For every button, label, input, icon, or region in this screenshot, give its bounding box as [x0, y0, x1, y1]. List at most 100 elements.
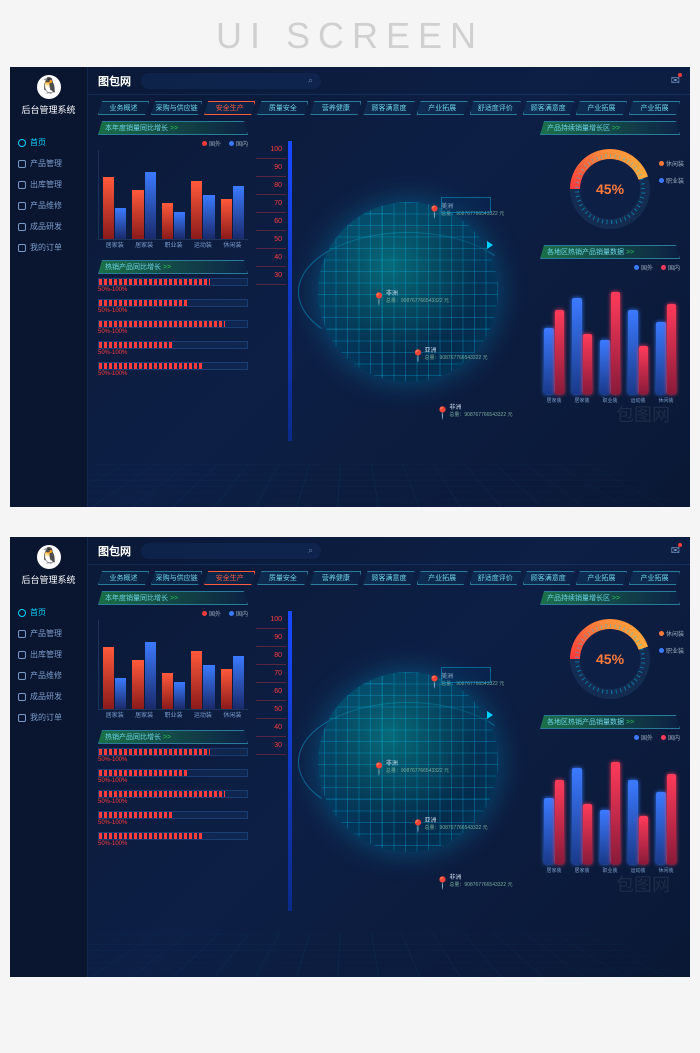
- brand: 图包网: [98, 73, 131, 89]
- vbar-group: 居家装: [572, 744, 592, 864]
- tab[interactable]: 产业拓展: [629, 571, 680, 585]
- vbar: [628, 780, 638, 864]
- progress-row: 50%-100%: [98, 320, 248, 335]
- legend-item: 国外: [202, 609, 221, 618]
- search-icon: ⌕: [308, 75, 313, 86]
- scale-tick: 70: [256, 665, 286, 683]
- mail-icon[interactable]: ✉: [671, 74, 680, 87]
- gauge-panel: 产品持续销量增长区 45% 休闲装职业装: [540, 591, 680, 709]
- bar: [103, 647, 114, 709]
- dashboard: 包图网 后台管理系统 首页产品管理出库管理产品维修成品研发我的订单 图包网 ⌕ …: [10, 67, 690, 507]
- gauge-chart: 45%: [570, 619, 650, 699]
- vbar: [656, 792, 666, 864]
- sidebar-item[interactable]: 出库管理: [10, 644, 87, 665]
- bar-label: 休闲装: [221, 710, 244, 719]
- nav-icon: [18, 630, 26, 638]
- tab[interactable]: 营养健康: [310, 101, 361, 115]
- tab[interactable]: 产业拓展: [576, 571, 627, 585]
- bar-group: 休闲装: [221, 150, 244, 239]
- sidebar-item[interactable]: 产品维修: [10, 195, 87, 216]
- sidebar-item[interactable]: 出库管理: [10, 174, 87, 195]
- search-input[interactable]: ⌕: [141, 543, 321, 559]
- tab[interactable]: 采购与供应链: [151, 571, 202, 585]
- vbar-label: 居家装: [544, 867, 564, 874]
- scale-tick: 90: [256, 629, 286, 647]
- tab[interactable]: 业务概述: [98, 101, 149, 115]
- tab[interactable]: 顾客满意度: [363, 571, 414, 585]
- tab[interactable]: 舒适度评价: [470, 101, 521, 115]
- tab[interactable]: 业务概述: [98, 571, 149, 585]
- nav-label: 产品管理: [30, 158, 62, 169]
- pin-label: 非洲总量：908767766543322 元: [449, 872, 512, 888]
- search-input[interactable]: ⌕: [141, 73, 321, 89]
- vbar: [639, 346, 649, 394]
- tab[interactable]: 安全生产: [204, 571, 255, 585]
- sidebar-item[interactable]: 产品管理: [10, 623, 87, 644]
- tab[interactable]: 顾客满意度: [363, 101, 414, 115]
- tab[interactable]: 采购与供应链: [151, 101, 202, 115]
- system-name: 后台管理系统: [10, 103, 87, 116]
- sidebar-nav: 首页产品管理出库管理产品维修成品研发我的订单: [10, 124, 87, 266]
- panel-title: 各地区热销产品销量数据: [540, 715, 680, 729]
- vbar-label: 职业装: [600, 397, 620, 404]
- scale-axis: 10090807060504030: [256, 141, 286, 441]
- progress-track: [98, 278, 248, 286]
- gauge-chart: 45%: [570, 149, 650, 229]
- page-header: UI SCREEN: [0, 0, 700, 62]
- progress-row: 50%-100%: [98, 811, 248, 826]
- main-area: 图包网 ⌕ ✉ 业务概述采购与供应链安全生产质量安全营养健康顾客满意度产业拓展舒…: [88, 537, 690, 977]
- sidebar-item[interactable]: 产品管理: [10, 153, 87, 174]
- sidebar-item[interactable]: 产品维修: [10, 665, 87, 686]
- scale-tick: 30: [256, 267, 286, 285]
- progress-track: [98, 769, 248, 777]
- sidebar-item[interactable]: 成品研发: [10, 216, 87, 237]
- legend-item: 国内: [661, 263, 680, 272]
- vbar-group: 职业装: [600, 274, 620, 394]
- vbar: [628, 310, 638, 394]
- bar: [174, 682, 185, 709]
- vbar: [555, 780, 565, 864]
- vbar-chart: 居家装居家装职业装运动装休闲装: [540, 744, 680, 864]
- legend-item: 国内: [229, 139, 248, 148]
- tab[interactable]: 质量安全: [257, 571, 308, 585]
- topbar: 图包网 ⌕ ✉: [88, 67, 690, 95]
- tab[interactable]: 产业拓展: [417, 571, 468, 585]
- tab[interactable]: 质量安全: [257, 101, 308, 115]
- bar-legend: 国外国内: [98, 609, 248, 618]
- tab[interactable]: 产业拓展: [629, 101, 680, 115]
- globe-panel: 10090807060504030 📍美洲总量：908767766543322 …: [256, 121, 532, 501]
- bar-group: 休闲装: [221, 620, 244, 709]
- sidebar-item[interactable]: 我的订单: [10, 707, 87, 728]
- tab[interactable]: 顾客满意度: [523, 571, 574, 585]
- legend-item: 国外: [634, 733, 653, 742]
- pin-label: 亚洲总量：908767766543322 元: [425, 345, 488, 361]
- vbar: [656, 322, 666, 394]
- tab-bar: 业务概述采购与供应链安全生产质量安全营养健康顾客满意度产业拓展舒适度评价顾客满意…: [88, 95, 690, 121]
- progress-panel: 热销产品同比增长 50%-100%50%-100%50%-100%50%-100…: [98, 260, 248, 383]
- nav-label: 我的订单: [30, 242, 62, 253]
- tab[interactable]: 产业拓展: [417, 101, 468, 115]
- sidebar-item[interactable]: 首页: [10, 602, 87, 623]
- vbar: [611, 292, 621, 394]
- mail-icon[interactable]: ✉: [671, 544, 680, 557]
- tab[interactable]: 营养健康: [310, 571, 361, 585]
- dashboard: 包图网 后台管理系统 首页产品管理出库管理产品维修成品研发我的订单 图包网 ⌕ …: [10, 537, 690, 977]
- progress-row: 50%-100%: [98, 748, 248, 763]
- bar-chart: 居家装居家装职业装运动装休闲装: [98, 620, 248, 710]
- bar: [203, 195, 214, 240]
- vbar: [583, 334, 593, 394]
- legend-item: 国内: [229, 609, 248, 618]
- tab[interactable]: 安全生产: [204, 101, 255, 115]
- sidebar-item[interactable]: 成品研发: [10, 686, 87, 707]
- sidebar-item[interactable]: 我的订单: [10, 237, 87, 258]
- bar-label: 运动装: [191, 240, 214, 249]
- sidebar-item[interactable]: 首页: [10, 132, 87, 153]
- tab[interactable]: 产业拓展: [576, 101, 627, 115]
- tab[interactable]: 顾客满意度: [523, 101, 574, 115]
- legend-item: 国外: [634, 263, 653, 272]
- panel-title: 热销产品同比增长: [98, 260, 248, 274]
- pin-icon: 📍: [435, 406, 450, 420]
- panel-title: 产品持续销量增长区: [540, 591, 680, 605]
- nav-icon: [18, 202, 26, 210]
- tab[interactable]: 舒适度评价: [470, 571, 521, 585]
